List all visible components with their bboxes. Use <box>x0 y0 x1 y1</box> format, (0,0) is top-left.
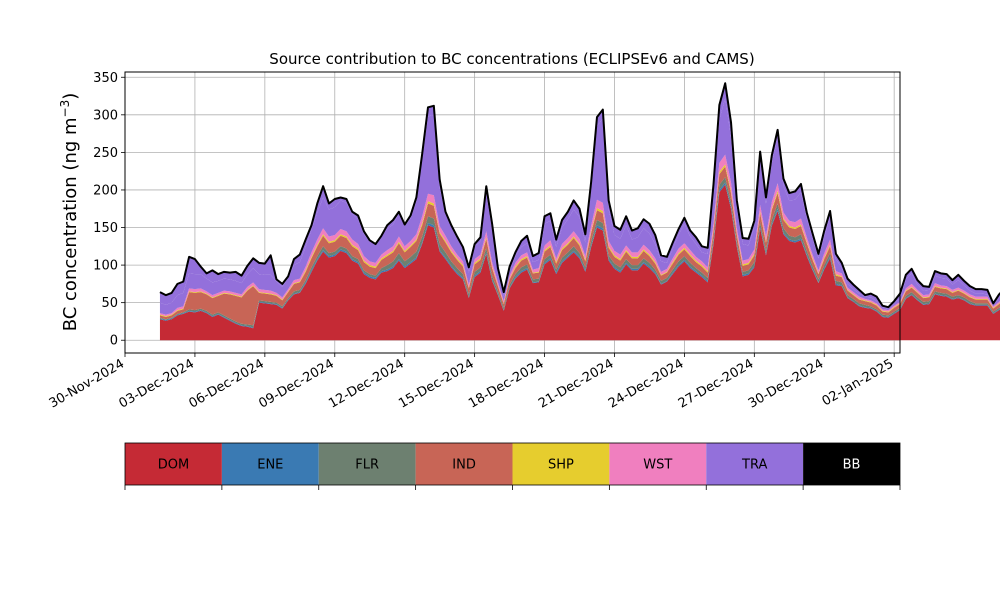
x-tick-label: 21-Dec-2024 <box>536 356 616 411</box>
y-tick-label: 250 <box>93 146 118 161</box>
legend-label-tra: TRA <box>741 458 767 473</box>
x-tick-label: 15-Dec-2024 <box>396 356 476 411</box>
y-tick-label: 150 <box>93 221 118 236</box>
legend-frame <box>124 442 901 486</box>
y-tick-label: 300 <box>93 108 118 123</box>
legend-label-ene: ENE <box>257 458 283 473</box>
x-tick-label: 06-Dec-2024 <box>186 356 266 411</box>
y-tick-label: 200 <box>93 183 118 198</box>
y-axis-label: BC concentration (ng m−3) <box>58 93 81 332</box>
y-axis-label-sup: −3 <box>58 100 72 118</box>
chart-title: Source contribution to BC concentrations… <box>269 50 754 68</box>
y-tick-label: 100 <box>93 259 118 274</box>
legend-swatch-ind <box>415 443 513 485</box>
legend-label-shp: SHP <box>548 458 574 473</box>
stacked-areas <box>159 83 1000 341</box>
legend-swatch-bb <box>803 443 900 485</box>
legend-colorbar: DOM ENE FLR IND SHP WST TRA BB <box>124 442 901 490</box>
legend-label-ind: IND <box>452 458 476 473</box>
x-tick-label: 30-Nov-2024 <box>47 356 127 411</box>
legend-label-bb: BB <box>843 458 861 473</box>
legend-label-flr: FLR <box>355 458 379 473</box>
legend-swatch-flr <box>318 443 416 485</box>
y-tick-label: 0 <box>110 334 118 349</box>
area-dom <box>159 184 1000 341</box>
x-tick-label: 24-Dec-2024 <box>606 356 686 411</box>
x-tick-label: 12-Dec-2024 <box>326 356 406 411</box>
total-line-layer <box>159 82 1000 309</box>
y-axis-label-main: BC concentration (ng m <box>60 117 81 331</box>
legend-swatch-shp <box>512 443 610 485</box>
legend-swatch-tra <box>706 443 804 485</box>
area-flr <box>159 177 1000 328</box>
legend-swatch-dom <box>125 443 222 485</box>
legend-label-wst: WST <box>643 458 672 473</box>
x-tick-label: 03-Dec-2024 <box>117 356 197 411</box>
x-tick-label: 02-Jan-2025 <box>820 356 897 409</box>
x-tick-label: 09-Dec-2024 <box>256 356 336 411</box>
x-tick-label: 30-Dec-2024 <box>746 356 826 411</box>
area-tra <box>159 98 1000 315</box>
y-tick-label: 50 <box>101 296 118 311</box>
total-line <box>159 82 1000 309</box>
legend-swatch-ene <box>221 443 319 485</box>
area-ind <box>159 166 1000 326</box>
legend-swatch-wst <box>609 443 707 485</box>
area-ene <box>159 182 1000 329</box>
x-tick-label: 27-Dec-2024 <box>676 356 756 411</box>
area-shp <box>159 164 1000 317</box>
y-tick-label: 350 <box>93 71 118 86</box>
area-wst <box>159 154 1000 317</box>
legend-label-dom: DOM <box>158 458 189 473</box>
y-axis-label-close: ) <box>60 93 81 100</box>
plot-frame <box>124 71 901 354</box>
x-tick-label: 18-Dec-2024 <box>466 356 546 411</box>
